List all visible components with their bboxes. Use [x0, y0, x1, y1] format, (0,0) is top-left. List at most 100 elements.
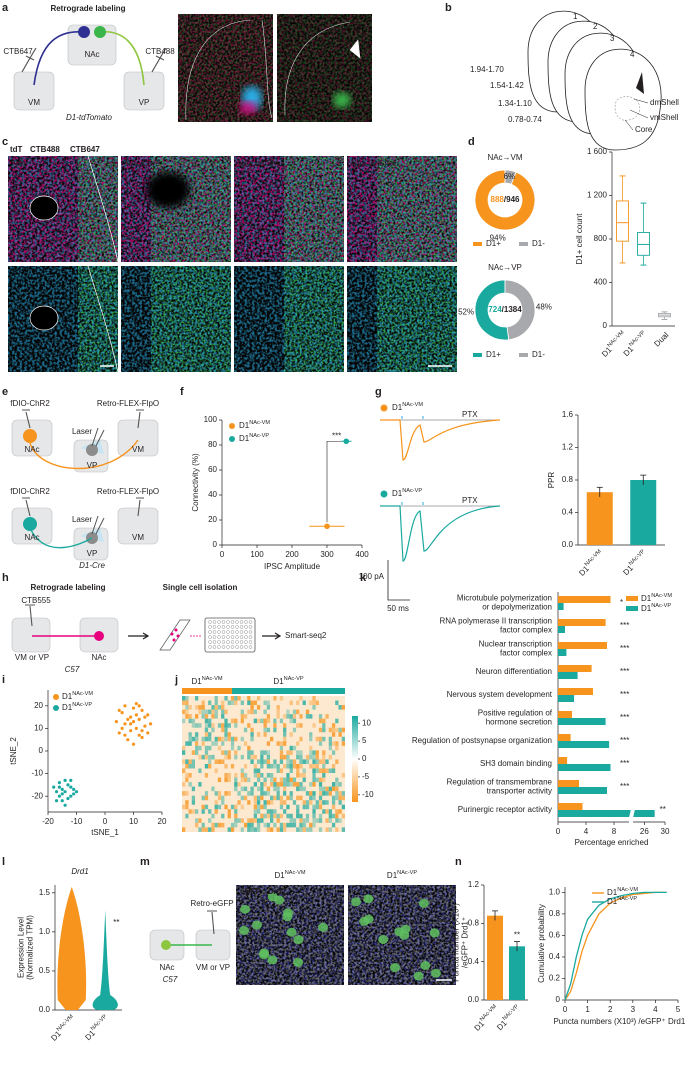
- heatmap-cell: [279, 804, 284, 810]
- heatmap-cell: [250, 818, 254, 823]
- y-tick-label: 0: [39, 746, 44, 755]
- heatmap-cell: [322, 791, 326, 796]
- bar: [558, 734, 571, 741]
- heatmap-cell: [325, 786, 329, 792]
- heatmap-cell: [208, 723, 212, 728]
- heatmap-cell: [243, 741, 248, 746]
- cell: [176, 634, 180, 638]
- point: [57, 794, 62, 798]
- heatmap-cell: [322, 777, 326, 783]
- heatmap-cell: [289, 818, 293, 823]
- heatmap-cell: [208, 736, 212, 742]
- heatmap-cell: [182, 827, 186, 832]
- point: [117, 708, 121, 712]
- point: [52, 785, 56, 789]
- heatmap-cell: [204, 791, 209, 796]
- heatmap-cell: [260, 782, 264, 787]
- well: [239, 620, 244, 624]
- heatmap-cell: [328, 736, 332, 742]
- heatmap-cell: [230, 736, 235, 742]
- donut-slice: [474, 169, 536, 231]
- heatmap-cell: [195, 750, 199, 755]
- syringe: [207, 910, 217, 935]
- scale-bar: [387, 560, 410, 601]
- anterior-commissure: [29, 305, 59, 331]
- heatmap-cell: [243, 773, 248, 778]
- projection: [29, 439, 139, 470]
- heatmap-cell: [289, 759, 293, 764]
- bar: [487, 915, 503, 1000]
- heatmap-cell: [240, 736, 244, 742]
- well: [217, 630, 221, 634]
- label: 1: [573, 12, 578, 21]
- heatmap-cell: [299, 782, 303, 787]
- point: [129, 729, 133, 733]
- heatmap-cell: [191, 759, 196, 764]
- heatmap-cell: [185, 800, 189, 805]
- heatmap-cell: [201, 714, 205, 719]
- heatmap-cell: [263, 777, 267, 783]
- y-tick-label: 1.0: [549, 887, 561, 896]
- point: [131, 720, 136, 724]
- heatmap-cell: [286, 795, 290, 801]
- heatmap-cell: [266, 827, 271, 832]
- heatmap-cell: [250, 750, 254, 755]
- heatmap-cell: [256, 804, 261, 810]
- cell: [94, 26, 106, 38]
- heatmap-cell: [227, 827, 231, 832]
- heatmap-cell: [335, 759, 339, 764]
- y-tick-label: 0: [603, 321, 608, 330]
- heatmap-cell: [299, 813, 303, 819]
- heatmap-cell: [299, 763, 303, 769]
- y-tick-label: 20: [208, 515, 217, 524]
- heatmap-cell: [296, 709, 300, 715]
- heatmap-cell: [208, 809, 212, 814]
- heatmap-cell: [247, 700, 251, 706]
- heatmap-cell: [227, 813, 231, 819]
- legend-label: D1NAc-VP: [607, 896, 637, 906]
- heatmap-cell: [198, 705, 202, 710]
- heatmap-cell: [217, 705, 222, 710]
- heatmap-cell: [263, 709, 267, 715]
- heatmap-cell: [331, 795, 336, 801]
- well: [239, 625, 244, 629]
- heatmap-cell: [224, 773, 228, 778]
- heatmap-cell: [234, 818, 238, 823]
- well: [248, 620, 253, 624]
- heatmap-cell: [299, 795, 303, 801]
- heatmap-cell: [270, 818, 274, 823]
- heatmap-cell: [289, 700, 293, 706]
- heatmap-cell: [191, 750, 196, 755]
- heatmap-cell: [273, 795, 277, 801]
- heatmap-cell: [234, 786, 238, 792]
- x-tick-label: 200: [285, 550, 299, 559]
- heatmap-cell: [260, 773, 264, 778]
- heatmap-cell: [322, 718, 326, 724]
- well: [226, 635, 230, 639]
- heatmap-cell: [195, 723, 199, 728]
- syringe: [136, 497, 144, 517]
- heatmap-cell: [224, 804, 228, 810]
- heatmap-cell: [247, 818, 251, 823]
- heatmap-cell: [250, 822, 254, 828]
- y-tick-label: 20: [34, 701, 43, 710]
- heatmap-cell: [185, 813, 189, 819]
- heatmap-cell: [185, 700, 189, 706]
- heatmap-cell: [299, 827, 303, 832]
- heatmap-cell: [221, 705, 225, 710]
- heatmap-cell: [214, 759, 218, 764]
- syringe: [22, 409, 31, 429]
- heatmap-cell: [318, 759, 323, 764]
- bar: [558, 764, 611, 771]
- heatmap-cell: [286, 777, 290, 783]
- heatmap-cell: [263, 732, 267, 737]
- heatmap-cell: [243, 714, 248, 719]
- cell: [351, 897, 362, 907]
- heatmap-cell: [256, 732, 261, 737]
- stain-label: eGFP: [240, 887, 262, 896]
- image-label: VP: [282, 17, 293, 26]
- heatmap-cell: [227, 700, 231, 706]
- x-tick-label: -20: [42, 817, 54, 826]
- heatmap-cell: [204, 754, 209, 760]
